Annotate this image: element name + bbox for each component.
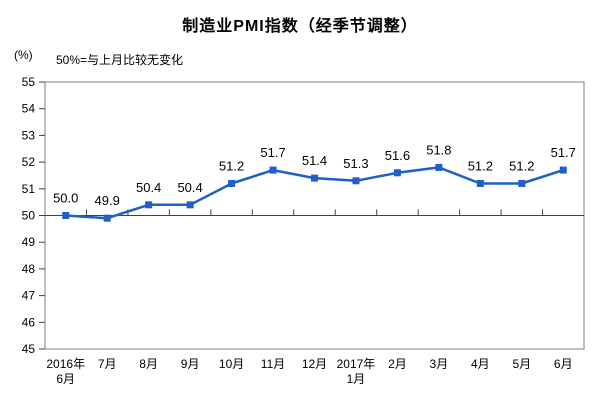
data-point-marker <box>311 174 318 182</box>
data-point-label: 51.2 <box>509 158 534 173</box>
x-axis-label: 2016年 <box>46 357 85 371</box>
data-point-marker <box>103 214 111 222</box>
x-axis-label: 1月 <box>347 372 366 386</box>
data-point-label: 51.3 <box>343 156 368 171</box>
data-point-label: 51.2 <box>468 158 493 173</box>
y-axis-tick-label: 55 <box>22 75 36 89</box>
reference-line-note: 50%=与上月比较无变化 <box>56 53 184 67</box>
x-axis-label: 2月 <box>388 357 407 371</box>
y-axis-tick-label: 49 <box>22 235 36 249</box>
data-point-marker <box>435 163 443 171</box>
data-point-label: 51.6 <box>385 148 410 163</box>
data-point-label: 49.9 <box>95 193 120 208</box>
y-axis-tick-label: 48 <box>22 262 36 276</box>
x-axis-label: 5月 <box>512 357 531 371</box>
x-axis-label: 6月 <box>554 357 573 371</box>
x-axis-label: 8月 <box>139 357 158 371</box>
x-axis-label: 2017年 <box>337 357 376 371</box>
y-axis-tick-label: 46 <box>22 315 36 329</box>
y-axis-tick-label: 50 <box>22 209 36 223</box>
x-axis-label: 3月 <box>430 357 449 371</box>
data-point-label: 51.7 <box>260 145 285 160</box>
data-point-marker <box>476 179 484 187</box>
data-point-label: 51.8 <box>426 142 451 157</box>
x-axis-label: 10月 <box>219 357 244 371</box>
data-point-marker <box>62 212 70 219</box>
data-point-marker <box>186 201 194 209</box>
data-point-marker <box>393 169 401 177</box>
x-axis-label: 6月 <box>56 372 75 386</box>
x-axis-label: 11月 <box>261 357 285 371</box>
x-axis-label: 4月 <box>471 357 490 371</box>
x-axis-label: 12月 <box>302 357 327 371</box>
data-point-marker <box>559 166 567 174</box>
y-axis-unit-label: (%) <box>14 48 33 62</box>
data-point-label: 51.2 <box>219 158 244 173</box>
data-point-label: 51.7 <box>551 145 576 160</box>
data-point-marker <box>145 201 153 209</box>
x-axis-label: 7月 <box>98 357 117 371</box>
data-point-label: 50.4 <box>136 180 161 195</box>
chart-title: 制造业PMI指数（经季节调整） <box>182 18 418 35</box>
y-axis-tick-label: 51 <box>22 182 36 196</box>
y-axis-tick-label: 47 <box>22 289 36 303</box>
data-point-label: 50.0 <box>53 191 78 206</box>
data-point-label: 50.4 <box>177 180 202 195</box>
data-point-label: 51.4 <box>302 153 327 168</box>
data-point-marker <box>269 166 277 174</box>
y-axis-tick-label: 53 <box>22 128 36 142</box>
data-point-marker <box>228 179 236 187</box>
y-axis-tick-label: 45 <box>22 342 36 356</box>
x-axis-label: 9月 <box>181 357 200 371</box>
data-point-marker <box>518 179 526 187</box>
data-point-marker <box>352 177 360 185</box>
y-axis-tick-label: 54 <box>22 102 36 116</box>
y-axis-tick-label: 52 <box>22 155 36 169</box>
